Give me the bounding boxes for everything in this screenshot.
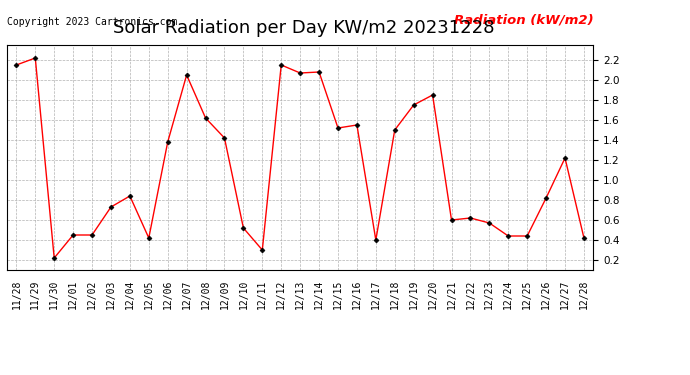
Text: Radiation (kW/m2): Radiation (kW/m2) [454, 14, 593, 27]
Text: Solar Radiation per Day KW/m2 20231228: Solar Radiation per Day KW/m2 20231228 [113, 19, 494, 37]
Text: Copyright 2023 Cartronics.com: Copyright 2023 Cartronics.com [7, 17, 177, 27]
